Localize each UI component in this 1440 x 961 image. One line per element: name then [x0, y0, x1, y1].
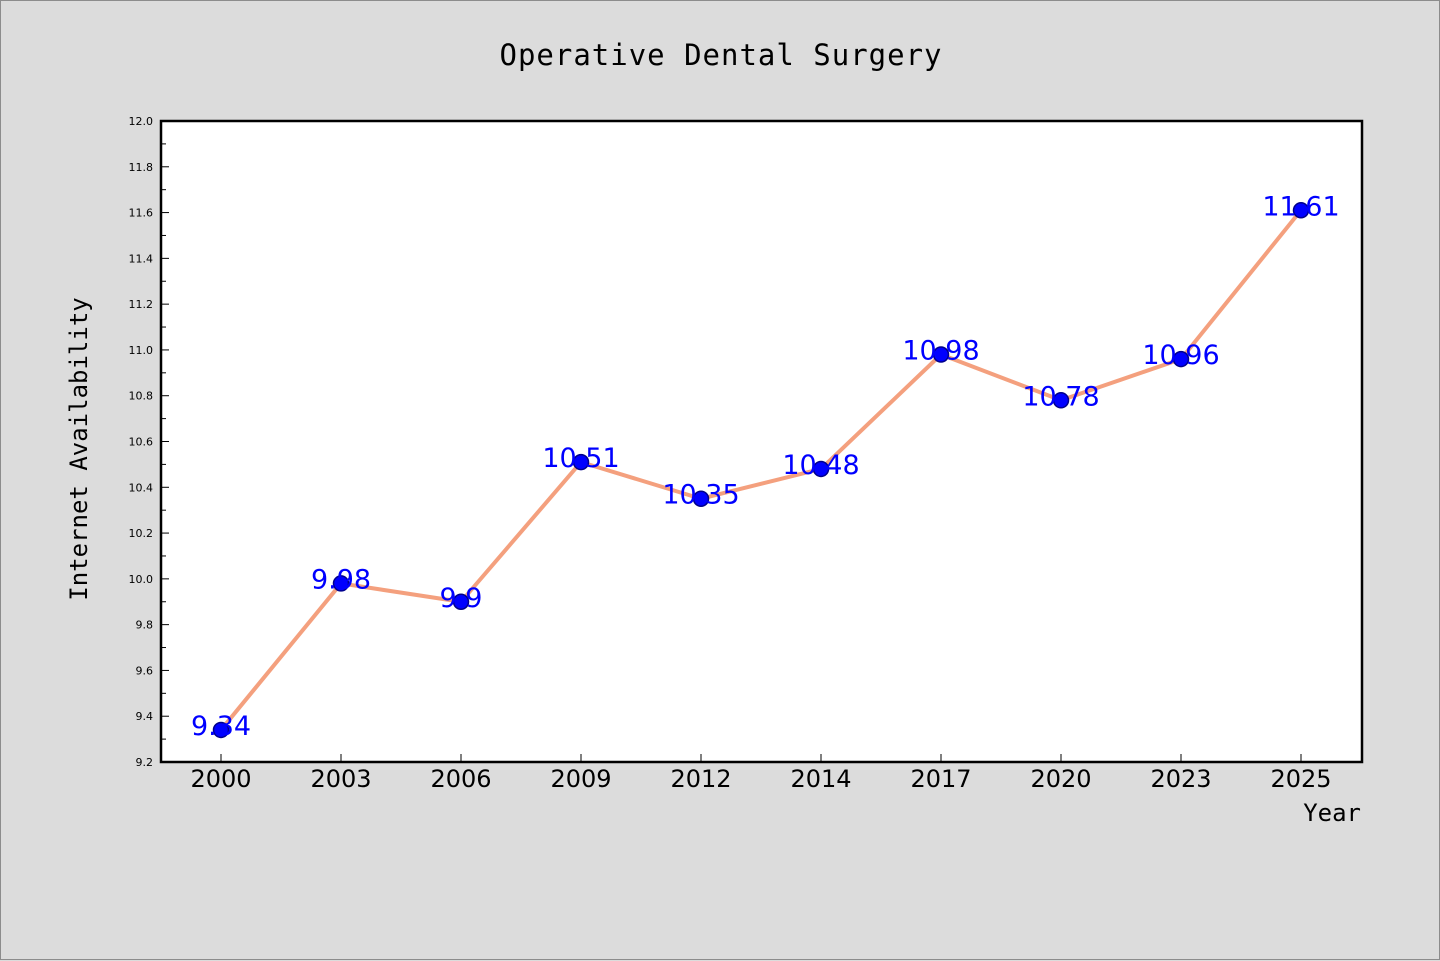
data-point	[332, 575, 350, 592]
x-axis: 2000 2003 2006 2009 2012 2014 2017 2020 2023 2025	[190, 754, 1332, 793]
data-point	[452, 593, 470, 610]
data-point	[1052, 392, 1070, 409]
y-tick-label: 10.8	[129, 390, 154, 403]
x-tick-label: 2012	[670, 765, 731, 793]
data-label: 10.78	[1022, 381, 1099, 412]
y-tick-label: 11.4	[129, 252, 154, 265]
data-point	[572, 453, 590, 471]
x-tick-label: 2020	[1030, 765, 1091, 793]
y-tick-label: 10.6	[129, 436, 154, 449]
data-label: 10.35	[662, 480, 739, 511]
x-tick-label: 2009	[550, 765, 611, 793]
plot-area	[159, 119, 1364, 764]
y-tick-label: 11.8	[129, 161, 154, 174]
y-tick-label: 11.2	[129, 298, 154, 311]
y-axis-label: Internet Availability	[65, 297, 93, 600]
y-tick-label: 11.0	[129, 344, 154, 357]
data-label: 10.98	[902, 336, 979, 367]
y-tick-label: 10.4	[129, 481, 154, 494]
x-tick-label: 2000	[190, 765, 251, 793]
data-point	[212, 721, 230, 739]
y-tick-label: 11.6	[129, 207, 154, 220]
y-axis: 9.2 9.4 9.6 9.8 10.0 10.2 10.4 10.6 10.8 11.0 11.2…	[129, 115, 169, 769]
data-point	[932, 346, 950, 363]
x-tick-label: 2006	[430, 765, 491, 793]
data-label: 10.48	[782, 450, 859, 481]
data-label: 9.9	[440, 583, 483, 614]
x-tick-label: 2003	[310, 765, 371, 793]
x-tick-label: 2014	[790, 765, 851, 793]
data-point	[1172, 350, 1190, 368]
series-layer: 9.34 9.98 9.9 10.51 10.35 10.48 10.98 10.78 10.9…	[191, 191, 1340, 742]
data-label: 9.34	[191, 711, 251, 742]
data-point	[1292, 202, 1310, 219]
y-tick-label: 9.6	[136, 664, 154, 677]
data-label: 10.51	[542, 443, 619, 474]
data-label: 10.96	[1142, 340, 1219, 371]
y-tick-label: 9.2	[136, 756, 154, 769]
y-tick-label: 10.2	[129, 527, 154, 540]
x-axis-label: Year	[1303, 799, 1361, 827]
chart-title: Operative Dental Surgery	[499, 38, 942, 72]
data-label: 11.61	[1262, 191, 1339, 222]
series-line	[219, 208, 1303, 732]
y-tick-label: 10.0	[129, 573, 154, 586]
x-tick-label: 2023	[1150, 765, 1211, 793]
data-point	[692, 490, 710, 507]
y-tick-label: 9.4	[136, 710, 154, 723]
data-label: 9.98	[311, 564, 371, 595]
x-tick-label: 2025	[1270, 765, 1331, 793]
y-tick-label: 12.0	[129, 115, 154, 128]
y-tick-label: 9.8	[136, 619, 154, 632]
data-point	[812, 460, 830, 478]
x-tick-label: 2017	[910, 765, 971, 793]
